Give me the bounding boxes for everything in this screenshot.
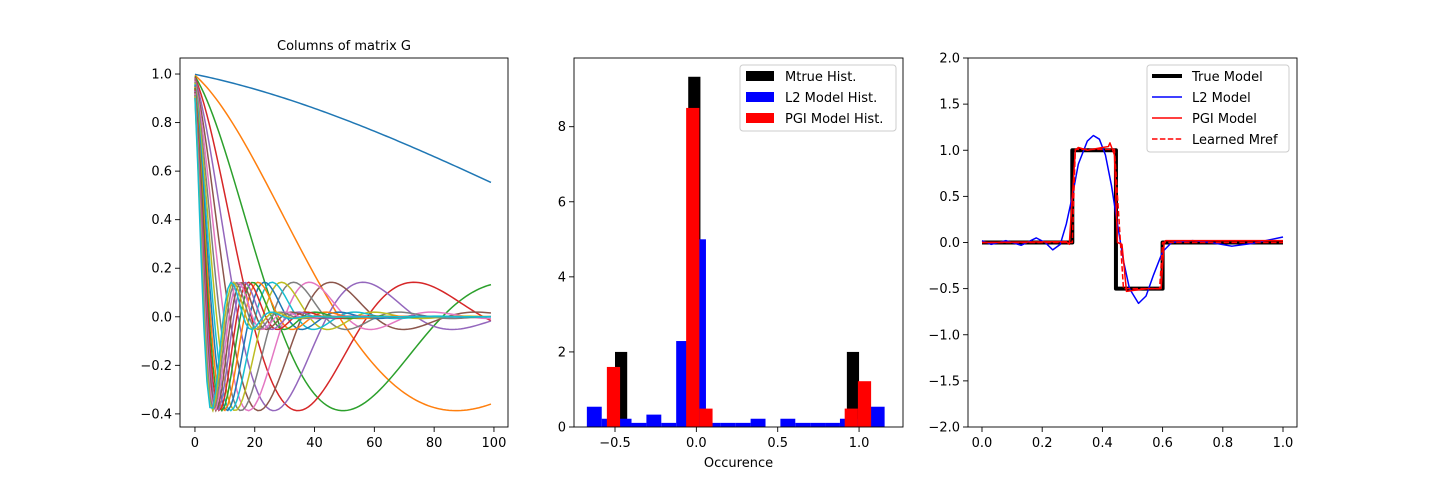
hist-bar-l2: [586, 406, 602, 427]
y-tick-label: −0.5: [928, 282, 960, 297]
x-tick-label: 0.0: [972, 436, 993, 451]
x-axis-label: Occurence: [704, 456, 773, 471]
axes-frame: [967, 57, 1298, 428]
hist-bar-l2: [616, 418, 632, 427]
legend-swatch: [746, 113, 774, 123]
hist-bar-l2: [810, 422, 826, 427]
y-tick-label: −1.5: [928, 374, 960, 389]
legend-label: L2 Model: [1192, 91, 1251, 106]
x-tick-label: 0.8: [1212, 436, 1233, 451]
g-column-line-2: [194, 74, 492, 412]
learned-mref-line: [982, 148, 1283, 290]
hist-bar-l2: [646, 414, 662, 427]
x-tick-label: 40: [306, 436, 323, 451]
x-tick-label: 0.2: [1032, 436, 1053, 451]
hist-bar-l2: [720, 422, 736, 427]
x-tick-label: 0.6: [1152, 436, 1173, 451]
hist-bar-pgi: [844, 408, 858, 427]
y-tick-label: −2.0: [928, 421, 960, 436]
x-tick-label: 0.0: [686, 436, 707, 451]
legend: True Model L2 Model PGI Model Learned Mref: [1146, 64, 1290, 153]
y-tick-label: 0.0: [939, 236, 960, 251]
g-column-line-1: [194, 73, 492, 184]
legend-label: L2 Model Hist.: [785, 91, 877, 106]
y-tick-label: 0.4: [151, 213, 172, 228]
g-column-line-8: [194, 81, 491, 412]
y-tick-label: 0.8: [151, 116, 172, 131]
x-tick-label: 0.5: [767, 436, 788, 451]
y-tick-label: 0.5: [939, 190, 960, 205]
hist-bar-pgi: [606, 366, 621, 427]
y-tick-label: 1.5: [939, 98, 960, 113]
x-tick-label: 60: [366, 436, 383, 451]
hist-bar-l2: [869, 406, 885, 427]
hist-bar-l2: [631, 422, 647, 427]
x-tick-label: 0: [191, 436, 199, 451]
hist-bar-l2: [825, 422, 840, 427]
legend-label: Mtrue Hist.: [785, 70, 856, 85]
hist-bar-pgi: [857, 381, 872, 427]
x-tick-label: 100: [482, 436, 507, 451]
x-tick-label: 20: [246, 436, 263, 451]
plot-area-3: [981, 134, 1284, 305]
hist-bar-l2: [780, 418, 796, 427]
legend-label: PGI Model: [1192, 112, 1257, 127]
y-tick-label: 1.0: [939, 144, 960, 159]
hist-bar-pgi: [686, 107, 700, 427]
legend-label: True Model: [1191, 70, 1263, 85]
x-tick-label: −0.5: [599, 436, 631, 451]
plot-area-2: [586, 76, 885, 427]
y-tick-label: 4: [558, 270, 566, 285]
axes-frame: [573, 57, 904, 428]
legend: Mtrue Hist. L2 Model Hist. PGI Model Hist.: [739, 64, 897, 132]
y-tick-label: −0.2: [140, 359, 172, 374]
hist-bar-l2: [795, 422, 811, 427]
g-column-line-20: [194, 97, 491, 409]
y-tick-label: 1.0: [151, 68, 172, 83]
legend-box: [739, 64, 897, 132]
subplot-3: 0.0 0.2 0.4 0.6 0.8 1.0 −2.0 −1.5 −1.0 −0.5 0.0 0.5…: [928, 52, 1298, 451]
hist-bar-l2: [661, 422, 677, 427]
hist-bar-l2: [750, 418, 766, 427]
x-tick-label: 0.4: [1092, 436, 1113, 451]
y-tick-label: 6: [558, 195, 566, 210]
y-tick-label: 2.0: [939, 52, 960, 67]
hist-bar-l2: [735, 422, 751, 427]
y-tick-label: 0.0: [151, 310, 172, 325]
y-tick-label: 0.6: [151, 165, 172, 180]
subplot-1: 0 20 40 60 80 100 −0.4 −0.2 0.0 0.2 0.4 0.6 0.8 1.0 Co…: [140, 39, 509, 451]
x-tick-label: 1.0: [849, 436, 870, 451]
y-tick-label: 0: [558, 421, 566, 436]
legend-swatch: [746, 92, 774, 102]
y-tick-label: 0.2: [151, 262, 172, 277]
legend-label: PGI Model Hist.: [785, 112, 883, 127]
legend-label: Learned Mref: [1192, 133, 1278, 148]
legend-swatch: [746, 71, 774, 81]
x-tick-label: 80: [426, 436, 443, 451]
y-tick-label: −0.4: [140, 407, 172, 422]
axes-frame: [179, 57, 509, 428]
hist-bar-l2: [705, 422, 721, 427]
plot-area-1: [194, 73, 492, 413]
chart-title: Columns of matrix G: [277, 39, 411, 54]
y-tick-label: 8: [558, 120, 566, 135]
hist-bar-mtrue: [846, 351, 860, 427]
x-tick-label: 1.0: [1273, 436, 1294, 451]
y-tick-label: −1.0: [928, 328, 960, 343]
y-tick-label: 2: [558, 345, 566, 360]
legend-box: [1146, 64, 1290, 153]
hist-bar-pgi: [699, 408, 713, 427]
subplot-2: −0.5 0.0 0.5 1.0 0 2 4 6 8 Occurence Mtrue Hist. L2…: [558, 57, 904, 471]
